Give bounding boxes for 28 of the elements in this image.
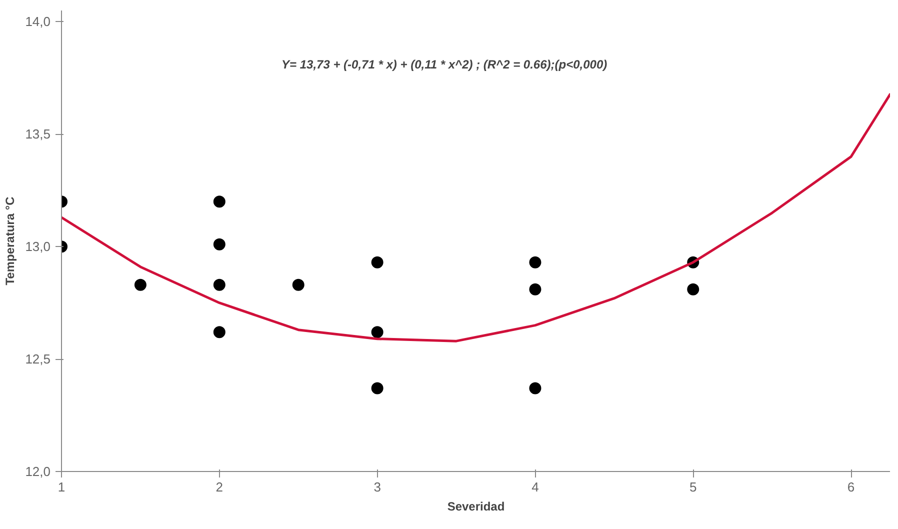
x-tick-label: 6: [847, 480, 855, 494]
x-tick-label: 4: [532, 480, 539, 494]
y-tick-label: 14,0: [25, 14, 51, 30]
line-series: [62, 92, 890, 342]
point: [529, 382, 542, 394]
point: [687, 283, 700, 296]
point: [213, 326, 226, 338]
point: [371, 326, 384, 338]
y-tick-label: 13,5: [25, 126, 51, 142]
point: [371, 256, 384, 268]
point: [213, 196, 226, 208]
annotation: Y= 13,73 + (-0,71 * x) + (0,11 * x^2) ; (R^2 = 0.66);(p<0,000): [282, 58, 608, 72]
y-tick-label: 13,0: [25, 239, 51, 254]
y-tick-label: 12,0: [25, 464, 51, 479]
point: [292, 278, 304, 291]
point: [529, 256, 542, 268]
x-tick-label: 3: [374, 480, 381, 494]
y-axis-title: Temperatura °C: [3, 196, 18, 286]
x-tick-label: 2: [216, 480, 224, 494]
point: [529, 283, 542, 296]
point: [371, 382, 384, 394]
y-tick-label: 12,5: [25, 352, 51, 367]
x-axis-title: Severidad: [447, 500, 505, 514]
point: [134, 278, 146, 291]
x-tick-label: 1: [58, 480, 66, 494]
point: [213, 238, 226, 250]
x-tick-label: 5: [690, 480, 697, 494]
point: [213, 278, 226, 291]
